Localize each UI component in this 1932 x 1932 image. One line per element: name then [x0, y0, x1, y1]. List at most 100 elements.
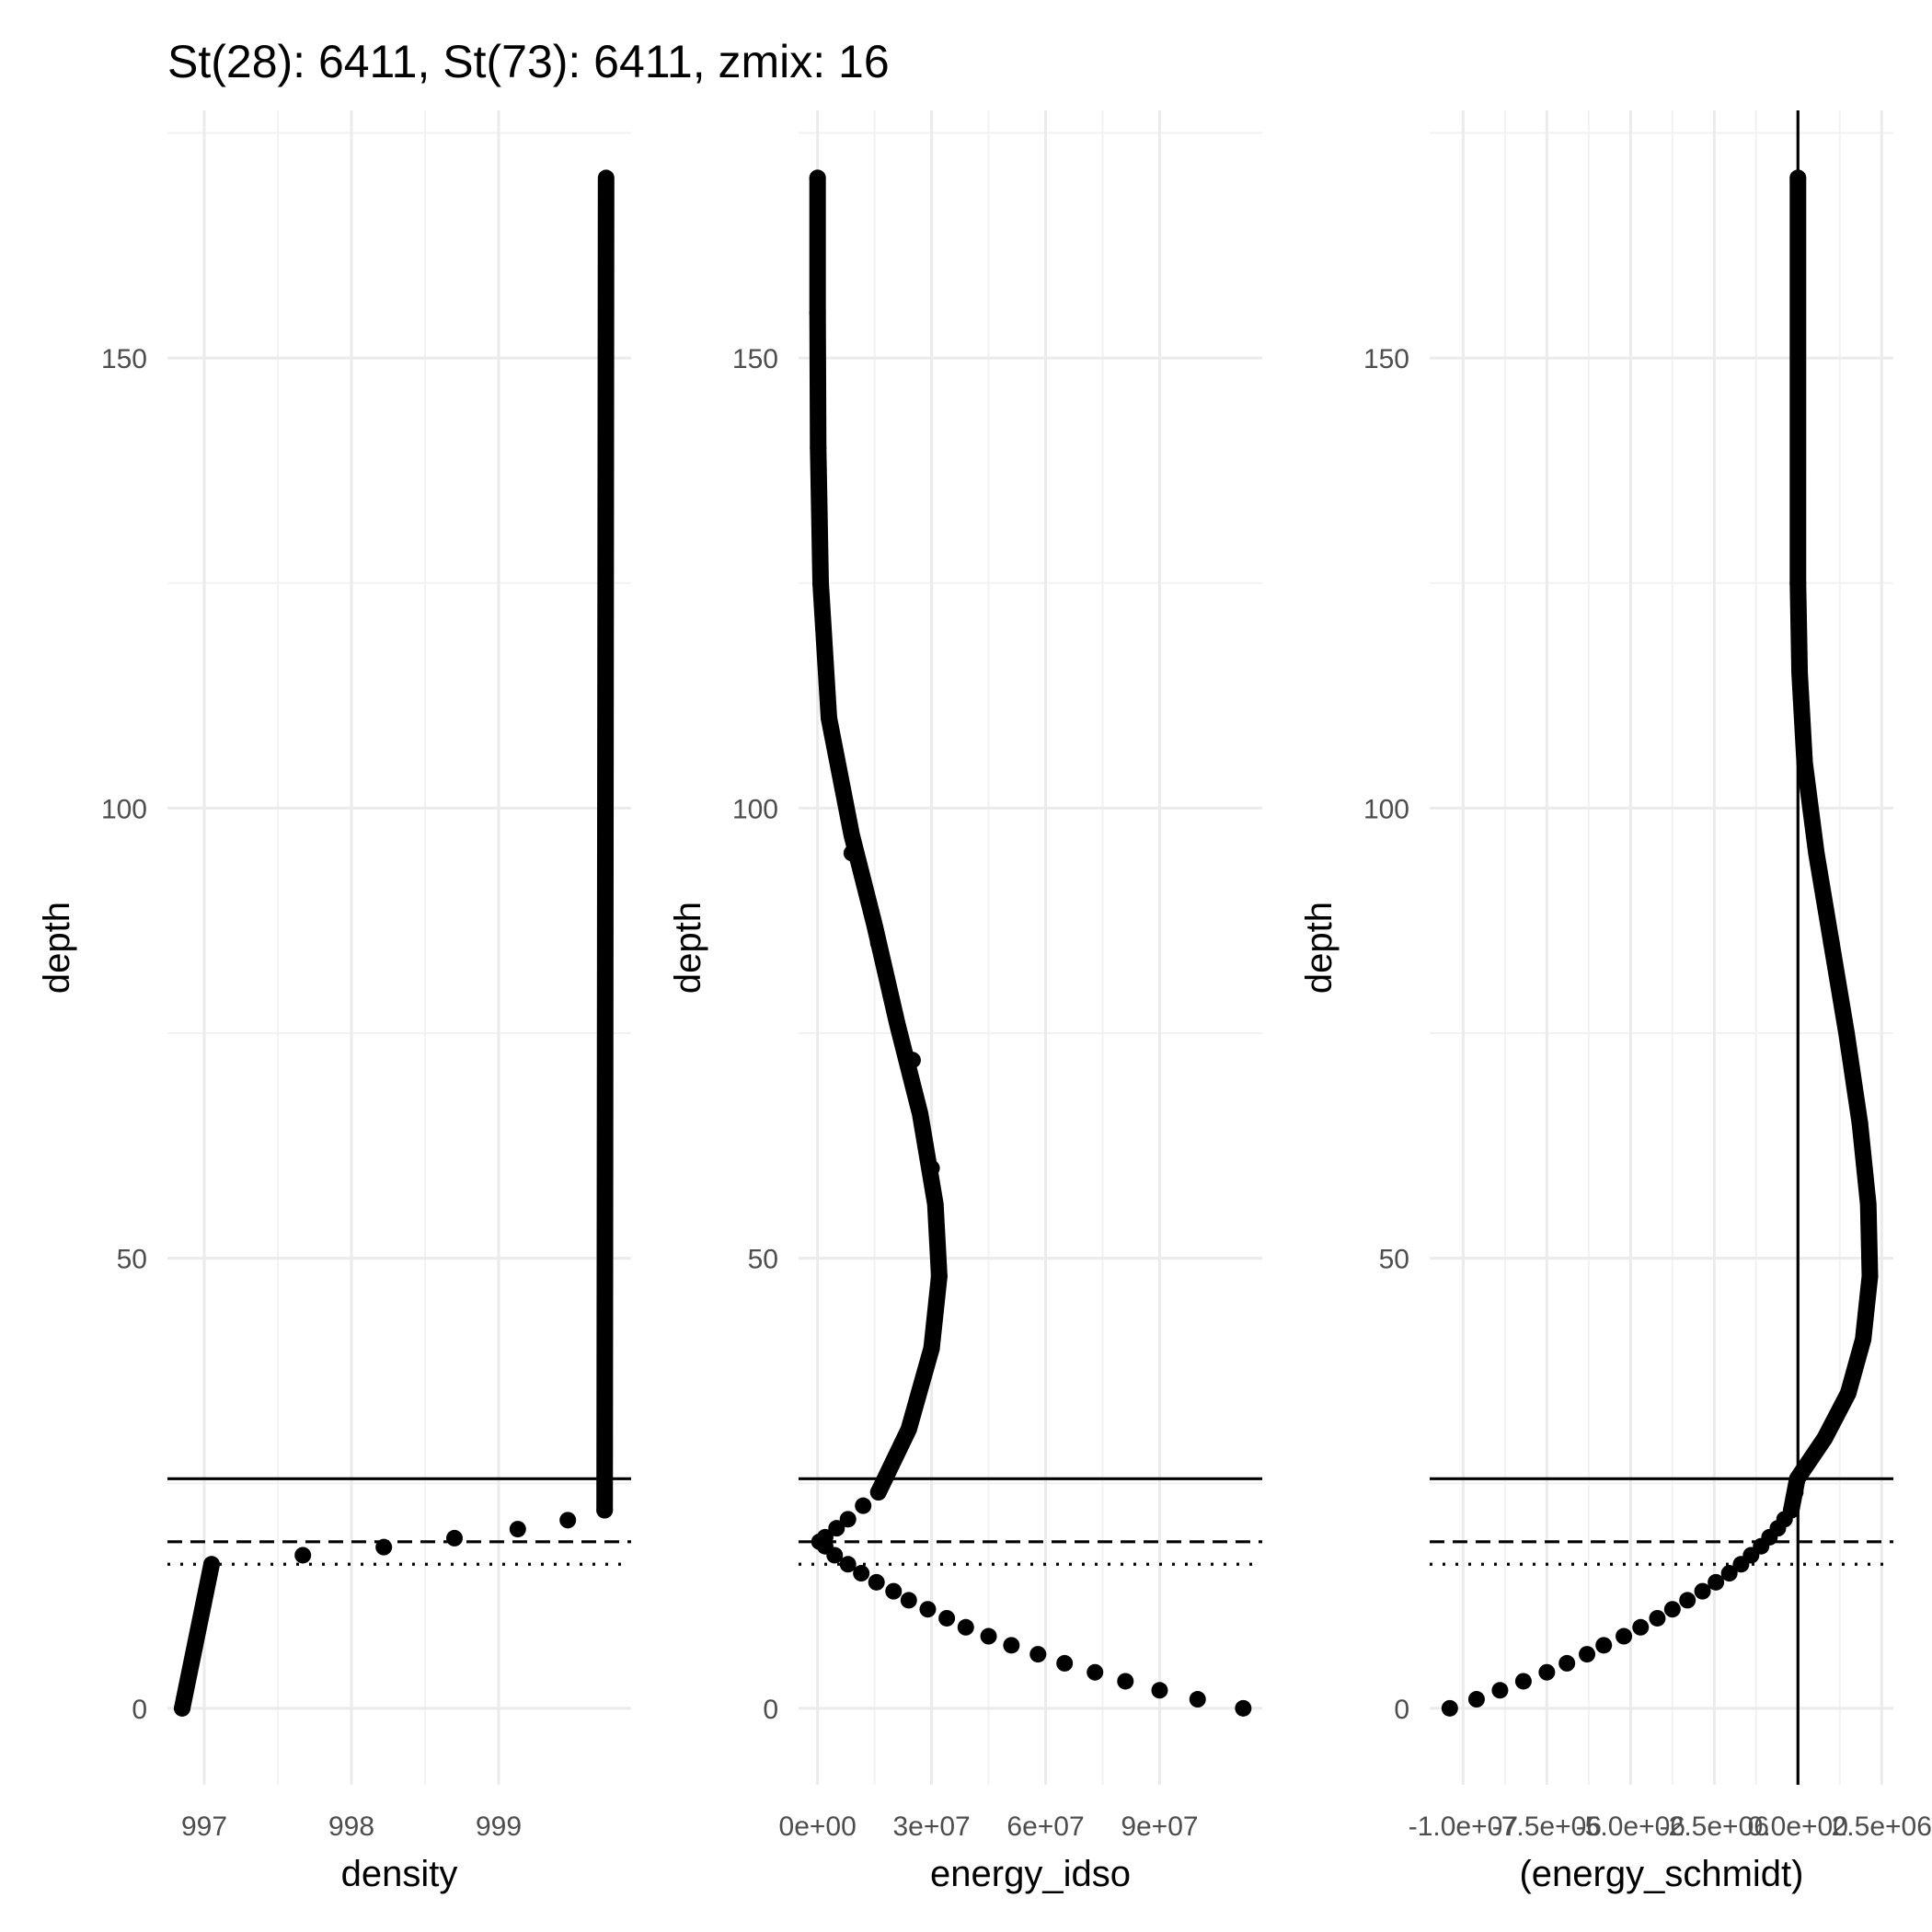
- x-tick-label: 998: [328, 1811, 374, 1842]
- y-tick-label: 0: [763, 1695, 778, 1725]
- data-point: [1538, 1663, 1556, 1681]
- y-tick-label: 50: [117, 1245, 147, 1275]
- data-point: [855, 1497, 872, 1514]
- data-point: [1789, 574, 1807, 592]
- data-point: [375, 1538, 393, 1556]
- data-point: [1861, 1268, 1879, 1285]
- data-point: [853, 1565, 870, 1582]
- data-point: [923, 1340, 940, 1357]
- data-point: [900, 1592, 917, 1609]
- x-tick-label: 6e+07: [1006, 1811, 1084, 1842]
- data-point: [1783, 1501, 1800, 1519]
- y-tick-label: 0: [132, 1695, 147, 1725]
- x-tick-label: -2.5e+06: [1660, 1811, 1769, 1842]
- data-point: [868, 1573, 885, 1591]
- data-point: [174, 1699, 190, 1717]
- data-point: [839, 1556, 857, 1573]
- x-tick-label: 0.0e+00: [1748, 1811, 1848, 1842]
- plot-title: St(28): 6411, St(73): 6411, zmix: 16: [167, 36, 890, 87]
- data-point: [828, 1520, 845, 1537]
- data-point: [885, 1582, 903, 1600]
- x-tick-label: 2.5e+06: [1832, 1811, 1932, 1842]
- data-point: [839, 1511, 857, 1528]
- y-tick-label: 150: [1363, 344, 1409, 374]
- data-point: [1616, 1627, 1633, 1645]
- panel-2: 0e+00 3e+07 6e+07 9e+07 0 50 100 150 energy_idso…: [668, 110, 1262, 1894]
- data-point: [1796, 754, 1813, 772]
- data-point: [1579, 1646, 1596, 1663]
- data-point: [1029, 1646, 1047, 1663]
- y-tick-label: 100: [732, 794, 778, 824]
- data-point: [1087, 1663, 1104, 1681]
- data-point: [294, 1547, 312, 1564]
- data-point: [930, 1268, 948, 1285]
- data-point: [980, 1627, 997, 1645]
- data-point: [816, 1528, 834, 1546]
- data-point: [596, 1501, 614, 1519]
- data-point: [1189, 1691, 1206, 1708]
- x-tick-label: 9e+07: [1121, 1811, 1198, 1842]
- data-point: [903, 1052, 921, 1069]
- data-point: [957, 1618, 974, 1636]
- y-tick-label: 100: [1363, 794, 1409, 824]
- data-point: [1595, 1637, 1613, 1654]
- data-point: [1823, 935, 1840, 952]
- facet-panels: 997 998 999 0 50 100 150 density depth 0e+00 3e+07…: [37, 110, 1932, 1894]
- data-point: [1694, 1582, 1711, 1600]
- data-point: [1003, 1637, 1020, 1654]
- data-point: [938, 1609, 956, 1627]
- data-point: [1491, 1682, 1509, 1699]
- data-point: [1720, 1565, 1738, 1582]
- data-point: [203, 1556, 220, 1573]
- data-point: [1649, 1609, 1666, 1627]
- data-point: [923, 1159, 940, 1177]
- x-axis-title: energy_idso: [930, 1854, 1131, 1894]
- profile-trace: [1783, 169, 1879, 1519]
- data-point: [1789, 169, 1807, 187]
- data-point: [919, 1601, 937, 1618]
- data-point: [1056, 1654, 1074, 1672]
- y-axis-title: depth: [37, 902, 77, 994]
- data-point: [1708, 1573, 1725, 1591]
- y-axis-title: depth: [668, 902, 708, 994]
- profile-trace: [809, 169, 948, 1501]
- data-point: [869, 1483, 887, 1501]
- profile-trace: [596, 169, 615, 1519]
- y-tick-label: 100: [101, 794, 147, 824]
- x-tick-label: -1.0e+07: [1409, 1811, 1518, 1842]
- data-point: [843, 845, 860, 862]
- data-point: [1467, 1691, 1485, 1708]
- data-point: [1514, 1673, 1532, 1690]
- data-point: [1851, 1114, 1869, 1132]
- data-point: [1632, 1618, 1650, 1636]
- y-tick-label: 0: [1394, 1695, 1409, 1725]
- data-point: [509, 1521, 526, 1538]
- data-point: [559, 1512, 577, 1529]
- profile-trace: [174, 1556, 220, 1717]
- x-tick-label: 997: [181, 1811, 227, 1842]
- x-axis-title: density: [341, 1854, 458, 1894]
- data-point: [1235, 1699, 1252, 1717]
- data-point: [810, 439, 827, 456]
- data-point: [1558, 1654, 1576, 1672]
- data-point: [811, 574, 829, 592]
- x-tick-label: -5.0e+06: [1576, 1811, 1685, 1842]
- data-point: [1117, 1673, 1134, 1690]
- panel-1: 997 998 999 0 50 100 150 density depth: [37, 110, 631, 1894]
- x-tick-label: 3e+07: [892, 1811, 970, 1842]
- x-tick-label: 999: [476, 1811, 522, 1842]
- y-axis-title: depth: [1299, 902, 1340, 994]
- data-point: [446, 1529, 463, 1547]
- data-point: [809, 305, 826, 322]
- data-point: [809, 169, 826, 187]
- x-tick-label: -7.5e+06: [1492, 1811, 1602, 1842]
- x-axis-title: (energy_schmidt): [1519, 1854, 1803, 1894]
- y-tick-label: 150: [101, 344, 147, 374]
- data-point: [1839, 1385, 1857, 1402]
- y-tick-label: 50: [748, 1245, 778, 1275]
- data-point: [821, 709, 838, 727]
- x-tick-label: 0e+00: [779, 1811, 857, 1842]
- data-point: [1679, 1592, 1696, 1609]
- panel-3: -1.0e+07-7.5e+06-5.0e+06-2.5e+060.0e+002…: [1299, 110, 1932, 1894]
